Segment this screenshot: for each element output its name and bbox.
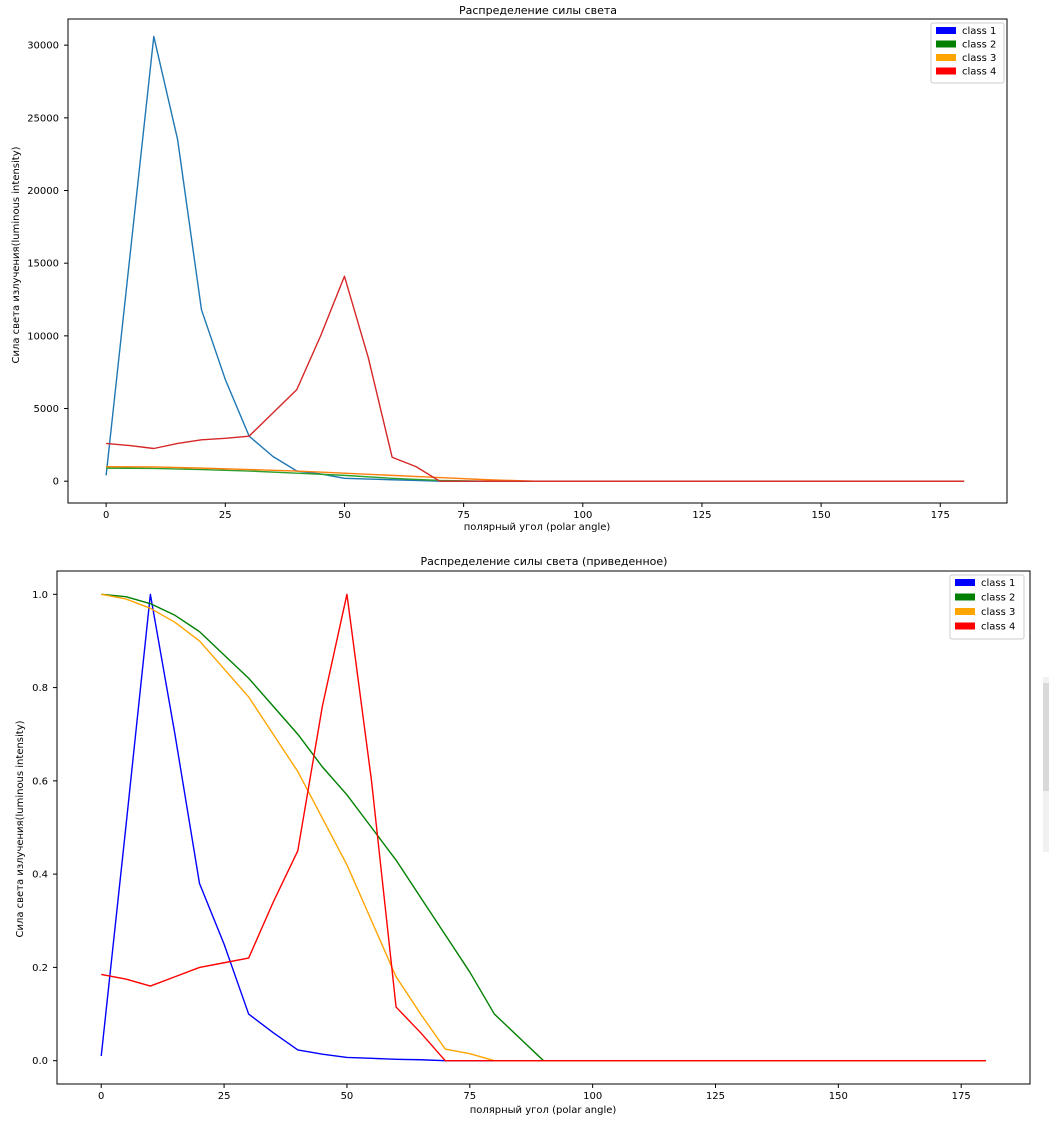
y-tick-label: 0.6 [32,776,48,787]
legend-swatch [936,67,956,75]
chart-title: Распределение силы света (приведенное) [421,555,668,568]
legend-label: class 2 [981,593,1015,604]
x-tick-label: 150 [812,510,831,521]
series-line-class-4 [101,593,986,1062]
y-tick-label: 0 [53,477,59,488]
x-tick-label: 0 [98,1091,104,1102]
x-tick-label: 25 [218,1091,231,1102]
legend-swatch [936,54,956,61]
y-tick-label: 0.2 [32,963,48,974]
chart-luminous-distribution-normalized: Распределение силы света (приведенное) п… [15,555,1031,1116]
legend-swatch [955,608,975,615]
y-tick-label: 10000 [27,331,59,342]
x-tick-label: 150 [829,1091,848,1102]
x-tick-label: 25 [219,510,232,521]
y-tick-label: 30000 [27,41,59,52]
legend-swatch [936,40,956,48]
series-line-class-2 [106,467,965,482]
scrollbar[interactable] [1043,677,1049,852]
series-line-class-1 [105,35,965,482]
x-tick-label: 175 [952,1091,971,1102]
legend-label: class 3 [981,607,1015,618]
x-tick-label: 0 [103,510,109,521]
legend-label: class 4 [962,67,996,78]
chart-title: Распределение силы света [459,4,617,17]
y-tick-label: 20000 [27,186,59,197]
legend-swatch [955,622,975,630]
plot-frame [67,18,1008,504]
legend-swatch [955,593,975,601]
series-line-class-4 [106,275,965,482]
legend-label: class 2 [962,40,996,51]
y-tick-label: 15000 [27,259,59,270]
scrollbar-thumb[interactable] [1043,683,1049,791]
legend-label: class 1 [981,578,1015,589]
y-tick-label: 0.8 [32,683,48,694]
x-tick-label: 100 [583,1091,602,1102]
x-axis-label: полярный угол (polar angle) [470,1105,617,1116]
x-tick-label: 125 [706,1091,725,1102]
legend-label: class 3 [962,53,996,64]
plot-frame [56,570,1031,1085]
x-tick-label: 75 [457,510,470,521]
y-tick-label: 0.4 [32,870,48,881]
y-tick-label: 25000 [27,113,59,124]
x-tick-label: 50 [341,1091,354,1102]
legend-label: class 1 [962,26,996,37]
legend-label: class 4 [981,622,1015,633]
x-tick-label: 75 [463,1091,476,1102]
series-line-class-3 [101,593,986,1062]
series-line-class-2 [101,593,986,1062]
x-tick-label: 175 [931,510,950,521]
y-axis-label: Сила света излучения(luminous intensity) [11,146,22,363]
legend: class 1 class 2 class 3 class 4 [949,574,1025,640]
legend-swatch [955,579,975,586]
y-tick-label: 1.0 [32,590,48,601]
legend-swatch [936,27,956,34]
y-axis-label: Сила света излучения(luminous intensity) [15,720,26,937]
x-tick-label: 125 [692,510,711,521]
legend: class 1 class 2 class 3 class 4 [930,22,1005,84]
x-tick-label: 100 [573,510,592,521]
y-tick-label: 5000 [34,404,59,415]
series-line-class-1 [100,593,986,1062]
x-tick-label: 50 [338,510,351,521]
x-axis-label: полярный угол (polar angle) [464,522,611,533]
chart-luminous-distribution: Распределение силы света полярный угол (… [11,4,1008,533]
y-tick-label: 0.0 [32,1056,48,1067]
series-line-class-3 [106,465,965,482]
